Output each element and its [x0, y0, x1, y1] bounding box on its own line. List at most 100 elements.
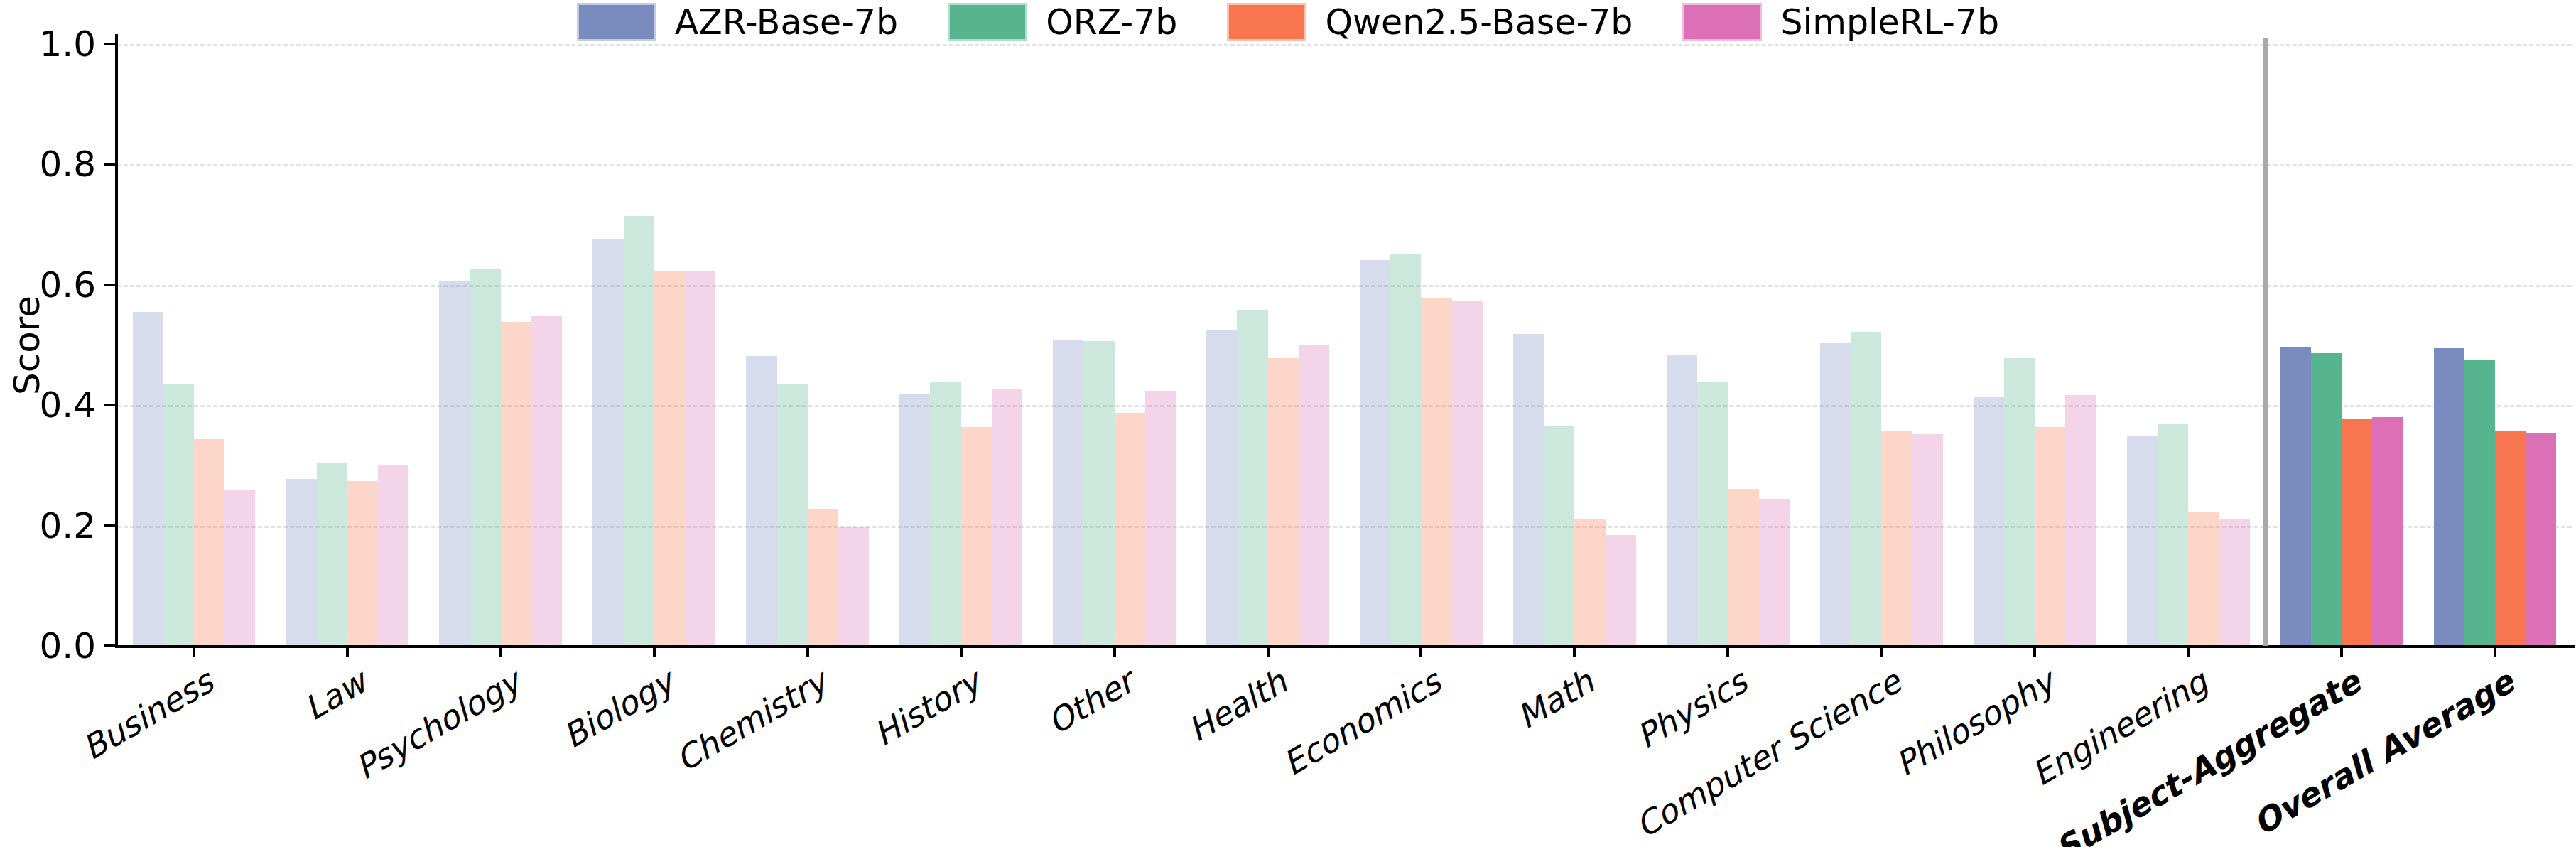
- x-tick-label-Other: Other: [1041, 663, 1140, 742]
- bar-ORZ-7b-Overall Average: [2464, 360, 2495, 646]
- bar-AZR-Base-7b-Business: [133, 312, 163, 646]
- bar-Qwen2.5-Base-7b-Subject-Aggregate: [2342, 419, 2372, 646]
- bar-Qwen2.5-Base-7b-Computer Science: [1881, 431, 1912, 646]
- bar-SimpleRL-7b-Computer Science: [1912, 434, 1942, 646]
- bar-AZR-Base-7b-Chemistry: [746, 356, 776, 646]
- bar-AZR-Base-7b-Biology: [592, 239, 623, 646]
- x-tick-mark-Chemistry: [806, 648, 809, 657]
- x-tick-label-Economics: Economics: [1277, 663, 1447, 783]
- x-tick-mark-Economics: [1419, 648, 1422, 657]
- bar-ORZ-7b-Philosophy: [2004, 358, 2035, 646]
- y-tick-mark-0.6: [104, 284, 115, 286]
- bar-AZR-Base-7b-Computer Science: [1820, 343, 1851, 646]
- x-tick-mark-Health: [1267, 648, 1270, 657]
- bar-SimpleRL-7b-Physics: [1759, 499, 1790, 646]
- bar-ORZ-7b-Math: [1544, 426, 1574, 646]
- y-axis-title: Score: [9, 296, 45, 395]
- bar-SimpleRL-7b-Business: [224, 490, 255, 646]
- legend-item-SimpleRL-7b: SimpleRL-7b: [1682, 3, 1999, 41]
- y-tick-mark-0.4: [104, 404, 115, 406]
- legend-label: SimpleRL-7b: [1780, 5, 1999, 40]
- bar-AZR-Base-7b-History: [899, 394, 930, 646]
- bar-ORZ-7b-Other: [1083, 341, 1114, 646]
- bar-ORZ-7b-Economics: [1390, 254, 1421, 646]
- x-tick-label-Law: Law: [298, 663, 374, 728]
- x-tick-mark-Engineering: [2187, 648, 2190, 657]
- plot-area: [117, 44, 2572, 646]
- gridline-1.0: [117, 44, 2572, 46]
- bar-ORZ-7b-Computer Science: [1851, 332, 1881, 646]
- legend-swatch-icon: [1682, 3, 1762, 41]
- x-tick-label-Math: Math: [1511, 663, 1601, 736]
- x-tick-label-Biology: Biology: [557, 663, 681, 756]
- y-tick-label-0.2: 0.2: [39, 508, 96, 544]
- bar-Qwen2.5-Base-7b-Physics: [1728, 489, 1758, 646]
- gridline-0.8: [117, 164, 2572, 166]
- bar-AZR-Base-7b-Physics: [1667, 355, 1697, 646]
- bar-AZR-Base-7b-Health: [1206, 330, 1237, 646]
- bar-SimpleRL-7b-Psychology: [531, 316, 562, 646]
- x-tick-label-Overall Average: Overall Average: [2247, 663, 2521, 843]
- x-tick-label-Chemistry: Chemistry: [670, 663, 833, 779]
- bar-Qwen2.5-Base-7b-Economics: [1421, 298, 1451, 646]
- bar-ORZ-7b-Law: [317, 463, 347, 646]
- x-tick-label-Computer Science: Computer Science: [1629, 663, 1907, 846]
- x-tick-mark-Biology: [653, 648, 656, 657]
- legend-swatch-icon: [1227, 3, 1306, 41]
- legend-label: AZR-Base-7b: [675, 5, 898, 40]
- bar-Qwen2.5-Base-7b-Chemistry: [808, 509, 838, 646]
- x-tick-label-Physics: Physics: [1630, 663, 1754, 756]
- x-tick-mark-History: [960, 648, 963, 657]
- x-tick-mark-Physics: [1726, 648, 1729, 657]
- x-tick-mark-Philosophy: [2033, 648, 2036, 657]
- bar-SimpleRL-7b-Biology: [685, 271, 715, 646]
- bar-SimpleRL-7b-Economics: [1452, 301, 1483, 646]
- bar-Qwen2.5-Base-7b-History: [961, 427, 992, 646]
- bar-SimpleRL-7b-Other: [1145, 391, 1176, 646]
- bar-Qwen2.5-Base-7b-Biology: [654, 271, 685, 646]
- bar-AZR-Base-7b-Law: [286, 479, 317, 646]
- x-tick-mark-Overall Average: [2494, 648, 2496, 657]
- bar-AZR-Base-7b-Economics: [1360, 260, 1390, 646]
- y-tick-label-0.4: 0.4: [39, 387, 96, 423]
- bar-SimpleRL-7b-Health: [1299, 345, 1329, 646]
- x-tick-label-Psychology: Psychology: [349, 663, 526, 787]
- bar-SimpleRL-7b-Chemistry: [838, 527, 869, 646]
- bar-AZR-Base-7b-Other: [1053, 340, 1083, 646]
- bar-AZR-Base-7b-Philosophy: [1974, 397, 2004, 646]
- x-tick-mark-Subject-Aggregate: [2340, 648, 2343, 657]
- bar-ORZ-7b-Chemistry: [777, 384, 808, 646]
- x-tick-mark-Other: [1113, 648, 1116, 657]
- y-tick-mark-1.0: [104, 43, 115, 45]
- x-tick-label-History: History: [867, 663, 987, 754]
- bar-AZR-Base-7b-Engineering: [2127, 436, 2158, 646]
- x-tick-mark-Law: [346, 648, 349, 657]
- bar-SimpleRL-7b-Overall Average: [2526, 433, 2556, 646]
- aggregate-separator-line: [2263, 38, 2268, 646]
- bar-SimpleRL-7b-Engineering: [2219, 519, 2249, 646]
- bar-Qwen2.5-Base-7b-Business: [194, 439, 224, 646]
- bar-AZR-Base-7b-Overall Average: [2434, 348, 2464, 646]
- bar-Qwen2.5-Base-7b-Law: [347, 481, 378, 646]
- x-tick-mark-Math: [1573, 648, 1576, 657]
- bar-SimpleRL-7b-Subject-Aggregate: [2372, 417, 2403, 646]
- x-tick-label-Health: Health: [1182, 663, 1294, 749]
- bar-ORZ-7b-Psychology: [470, 269, 501, 646]
- legend-label: Qwen2.5-Base-7b: [1325, 5, 1633, 40]
- y-tick-label-0.0: 0.0: [39, 628, 96, 664]
- legend-label: ORZ-7b: [1046, 5, 1177, 40]
- bar-Qwen2.5-Base-7b-Math: [1574, 519, 1605, 646]
- bar-AZR-Base-7b-Subject-Aggregate: [2280, 347, 2311, 646]
- bar-Qwen2.5-Base-7b-Psychology: [501, 322, 531, 646]
- bar-Qwen2.5-Base-7b-Overall Average: [2495, 431, 2526, 646]
- y-tick-label-0.6: 0.6: [39, 267, 96, 303]
- bar-SimpleRL-7b-Philosophy: [2065, 395, 2096, 646]
- y-tick-mark-0.2: [104, 524, 115, 527]
- y-tick-mark-0.8: [104, 163, 115, 166]
- y-axis-line: [115, 34, 118, 648]
- y-tick-label-0.8: 0.8: [39, 146, 96, 182]
- chart-legend: AZR-Base-7b ORZ-7b Qwen2.5-Base-7b SimpleRL…: [0, 3, 2576, 41]
- bar-ORZ-7b-Health: [1237, 310, 1267, 646]
- legend-swatch-icon: [577, 3, 656, 41]
- bar-Qwen2.5-Base-7b-Engineering: [2188, 512, 2219, 646]
